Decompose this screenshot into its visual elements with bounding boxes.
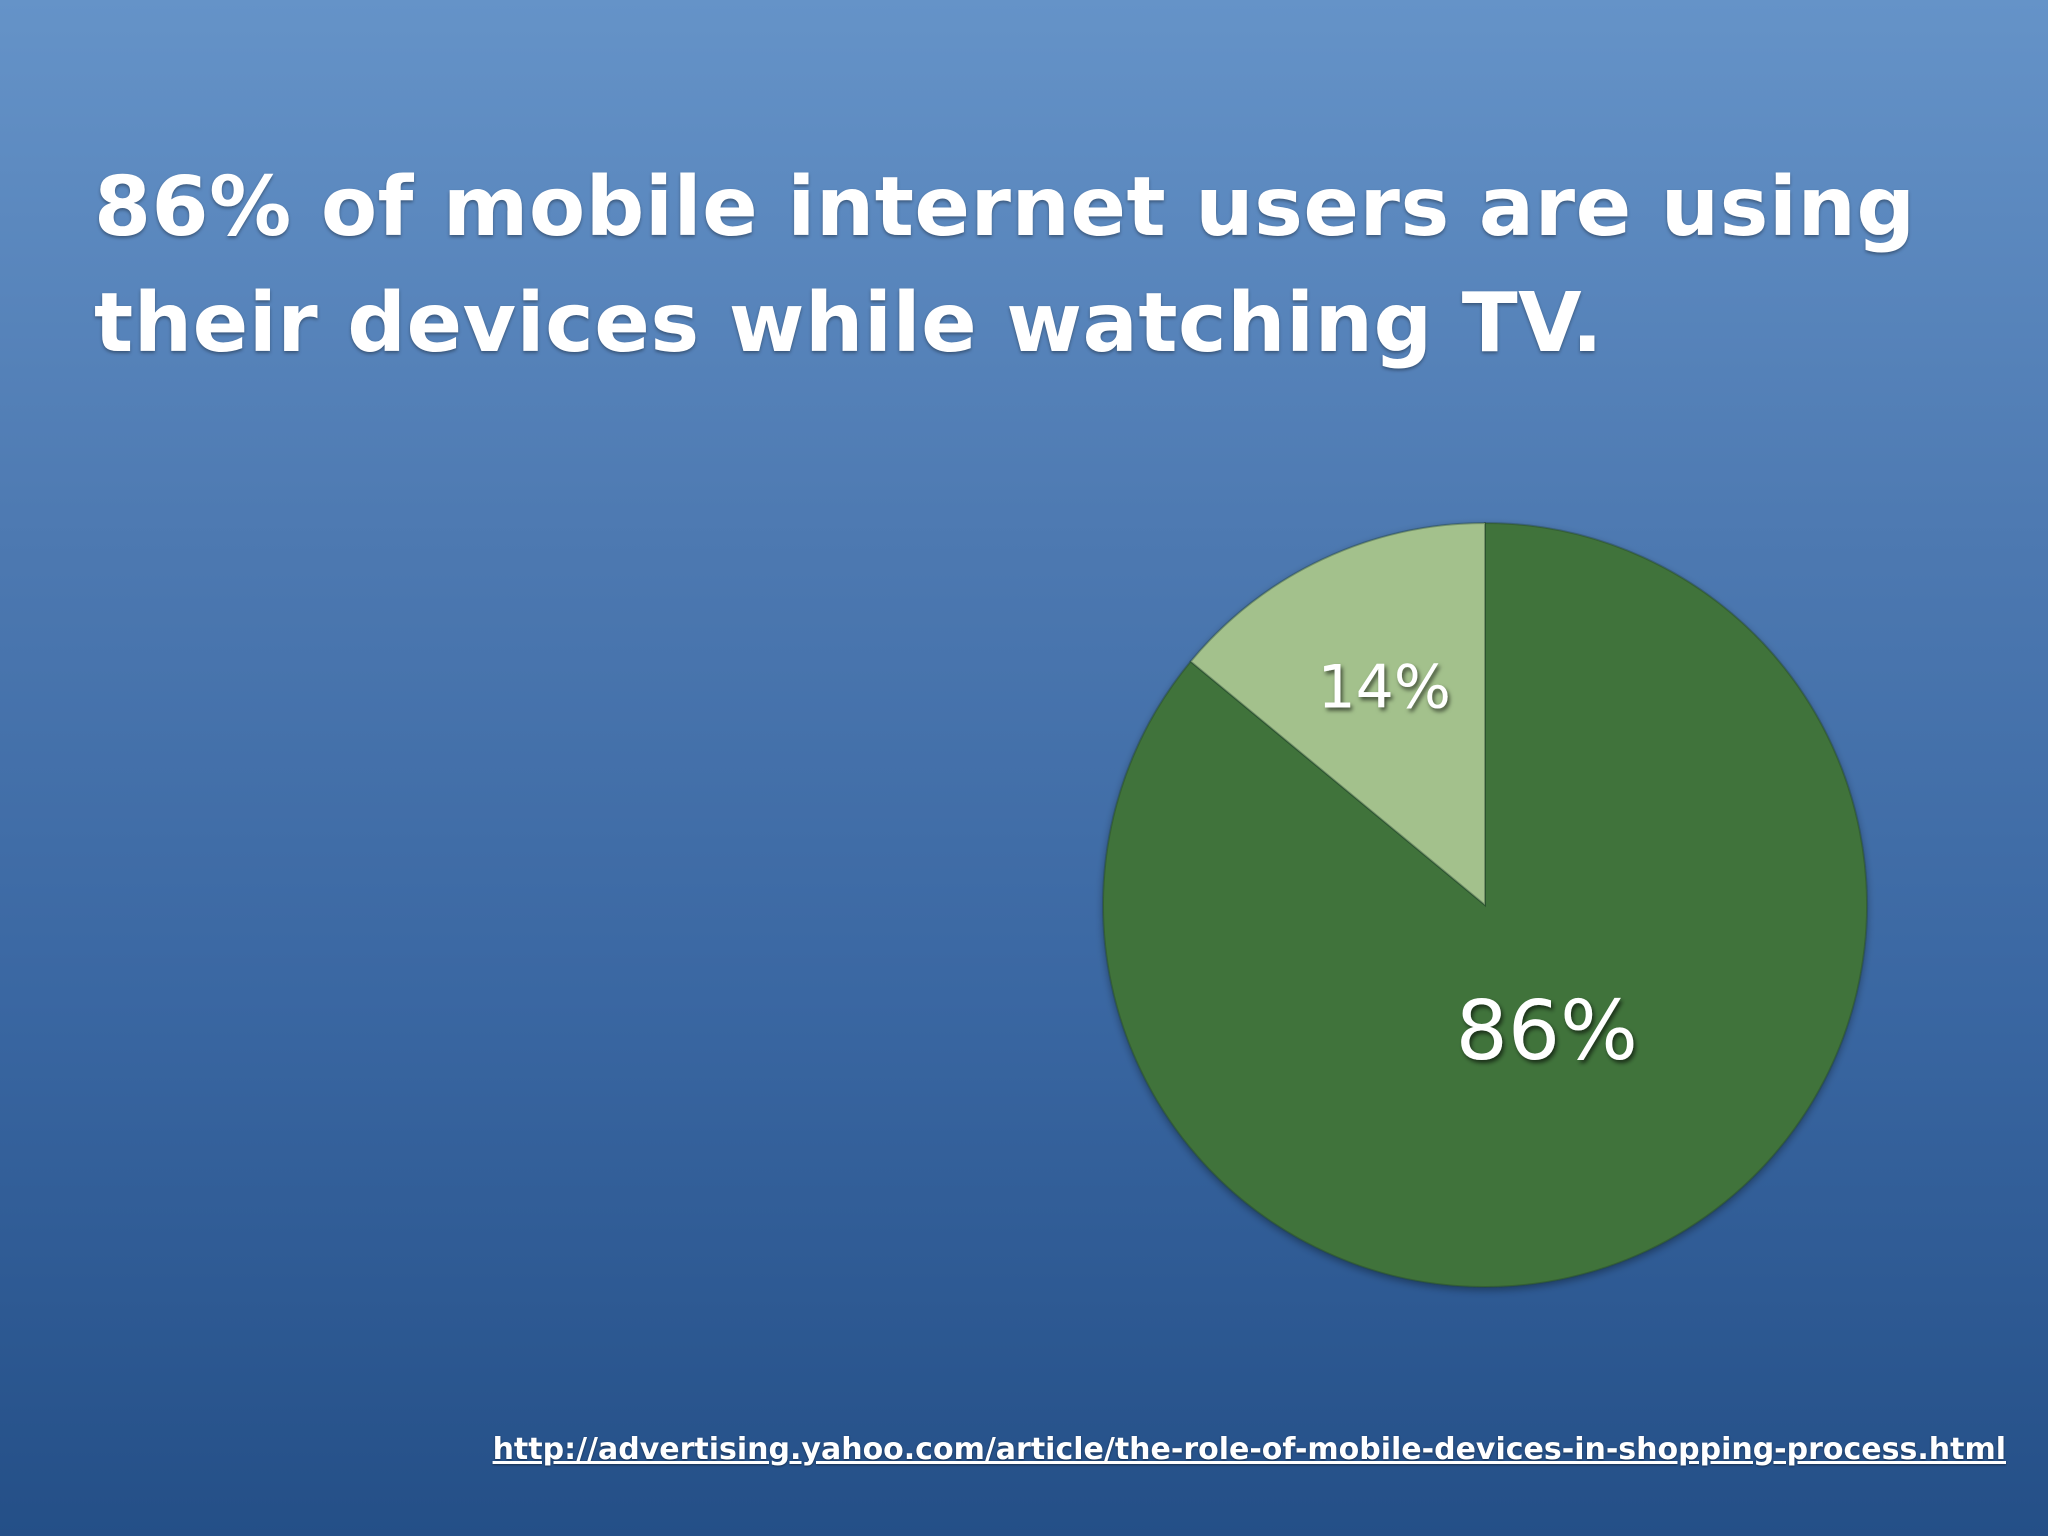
source-link[interactable]: http://advertising.yahoo.com/article/the… bbox=[492, 1432, 2006, 1467]
pie-slices bbox=[1102, 521, 1868, 1288]
pie-labels: 86% 14% bbox=[1317, 652, 1637, 1079]
pie-slice-label-14: 14% bbox=[1317, 652, 1450, 722]
slide-title-line-1: 86% of mobile internet users are using bbox=[94, 160, 1916, 255]
pie-slice-label-86: 86% bbox=[1456, 984, 1638, 1079]
pie-slice-14 bbox=[1189, 521, 1486, 908]
slide-title: 86% of mobile internet users are using t… bbox=[94, 150, 1916, 382]
pie-chart: 86% 14% bbox=[1102, 521, 1868, 1288]
slide-title-line-2: their devices while watching TV. bbox=[94, 276, 1604, 371]
